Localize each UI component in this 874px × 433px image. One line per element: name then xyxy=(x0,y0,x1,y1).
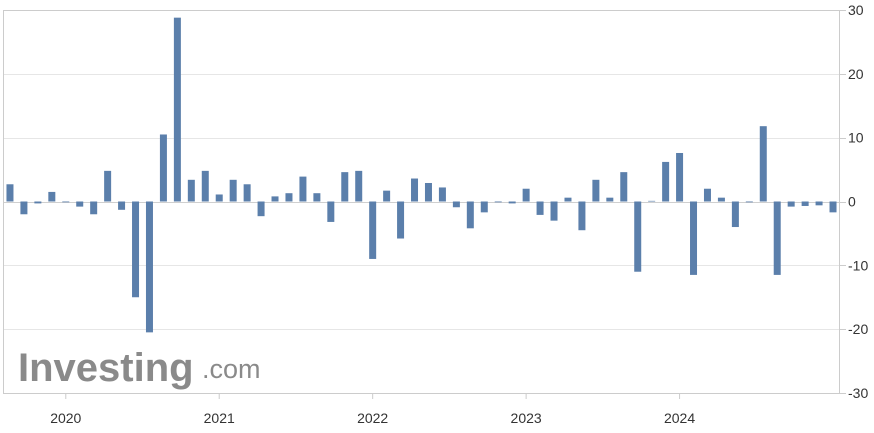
bar-series xyxy=(6,17,837,333)
y-tick-label: -30 xyxy=(848,385,868,401)
y-tick-label: -10 xyxy=(848,257,868,273)
bar xyxy=(466,201,474,229)
bar xyxy=(313,193,321,202)
bar xyxy=(411,178,419,202)
bar xyxy=(773,201,781,275)
x-tick-label: 2024 xyxy=(664,410,695,426)
bar xyxy=(536,201,544,215)
bar xyxy=(620,172,628,202)
bar xyxy=(229,179,237,202)
bar xyxy=(578,201,586,231)
bar xyxy=(20,201,28,215)
y-tick-label: -20 xyxy=(848,321,868,337)
bar xyxy=(480,201,488,213)
bar xyxy=(187,179,195,202)
bar xyxy=(508,201,516,204)
investing-watermark: Investing .com xyxy=(18,346,261,390)
x-tick-label: 2023 xyxy=(511,410,542,426)
bar xyxy=(90,201,98,215)
bar xyxy=(34,201,42,204)
bar xyxy=(369,201,377,259)
x-tick-label: 2022 xyxy=(357,410,388,426)
bar xyxy=(243,184,251,202)
bar xyxy=(703,188,711,202)
bar xyxy=(145,201,153,333)
bar xyxy=(564,197,572,202)
bar xyxy=(215,194,223,202)
bar xyxy=(452,201,460,208)
bar xyxy=(118,201,126,210)
y-tick-label: 0 xyxy=(848,194,856,210)
bar xyxy=(759,126,767,202)
bar xyxy=(676,152,684,202)
bar xyxy=(606,197,614,202)
bar xyxy=(257,201,265,217)
y-tick-label: 30 xyxy=(848,2,864,18)
x-tick-label: 2020 xyxy=(50,410,81,426)
bar xyxy=(634,201,642,272)
bar xyxy=(285,193,293,202)
bar xyxy=(48,191,56,202)
bar xyxy=(494,201,502,203)
bar xyxy=(550,201,558,221)
plot-frame xyxy=(3,10,840,394)
bar xyxy=(592,179,600,202)
bar xyxy=(132,201,140,298)
bar xyxy=(355,170,363,202)
bar xyxy=(341,172,349,202)
x-tick-label: 2021 xyxy=(204,410,235,426)
bar xyxy=(327,201,335,222)
watermark-suffix: .com xyxy=(202,354,261,384)
bar xyxy=(787,201,795,207)
x-axis-ticks: 2020 2021 2022 2023 2024 xyxy=(50,393,695,426)
bar xyxy=(522,188,530,202)
bar xyxy=(159,134,167,202)
grid-lines xyxy=(3,10,840,394)
bar xyxy=(745,201,753,203)
bar xyxy=(815,201,823,206)
bar xyxy=(801,201,809,206)
bar xyxy=(438,187,446,202)
bar xyxy=(383,190,391,202)
watermark-brand: Investing xyxy=(18,346,194,390)
bar xyxy=(648,200,656,202)
y-axis-ticks: 30 20 10 0 -10 -20 -30 xyxy=(840,2,868,401)
bar xyxy=(6,184,14,202)
bar xyxy=(829,201,837,213)
y-tick-label: 10 xyxy=(848,130,864,146)
y-tick-label: 20 xyxy=(848,66,864,82)
bar xyxy=(690,201,698,275)
bar xyxy=(397,201,405,239)
bar xyxy=(717,197,725,202)
bar xyxy=(76,201,84,207)
bar xyxy=(731,201,739,228)
bar xyxy=(104,170,112,202)
bar xyxy=(662,161,670,202)
bar xyxy=(62,201,70,203)
bar xyxy=(299,176,307,202)
bar xyxy=(173,17,181,202)
bar xyxy=(271,196,279,202)
bar xyxy=(424,182,432,202)
bar xyxy=(201,170,209,202)
